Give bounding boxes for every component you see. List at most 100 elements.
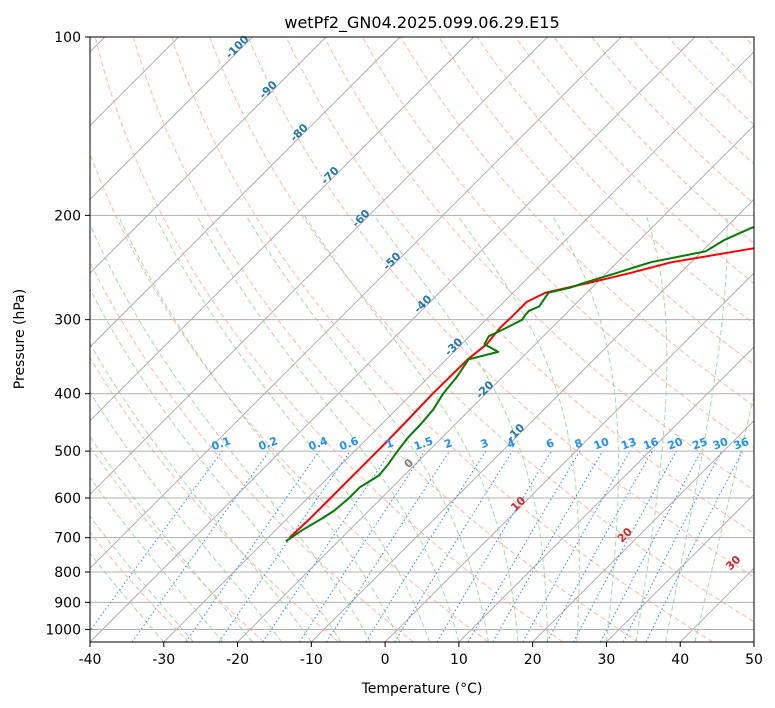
dry-adiabat-line <box>90 152 489 642</box>
mixing-ratio-label: 0.1 <box>210 434 233 453</box>
x-tick-label: 40 <box>671 652 689 668</box>
moist-adiabat-line <box>90 223 371 642</box>
mixing-ratio-line <box>325 450 450 642</box>
mixing-ratio-line <box>131 450 270 642</box>
dry-adiabat-line <box>209 37 754 623</box>
isotherm-line <box>90 37 696 642</box>
dry-adiabat-line <box>362 37 754 449</box>
mixing-ratio-line <box>394 450 513 642</box>
moist-adiabat-line <box>117 215 401 642</box>
mixing-ratio-label: 0.4 <box>307 434 330 453</box>
isotherm-label: -80 <box>288 121 311 144</box>
moist-adiabat-line <box>90 552 165 642</box>
x-tick-label: -40 <box>79 652 102 668</box>
plot-frame <box>89 36 755 643</box>
y-tick-label: 800 <box>54 565 81 581</box>
isotherm-line <box>90 37 622 569</box>
isotherm-label: -40 <box>411 292 434 315</box>
mixing-ratio-line <box>573 450 677 642</box>
moist-adiabat-line <box>456 215 580 642</box>
moist-adiabat-line <box>303 215 519 642</box>
mixing-ratio-line <box>365 450 487 642</box>
isotherm-line <box>90 37 253 201</box>
x-tick-label: -30 <box>152 652 175 668</box>
dry-adiabat-line <box>744 37 754 48</box>
mixing-ratio-line <box>467 450 581 642</box>
isotherm-line <box>90 37 327 274</box>
isotherm-label: -50 <box>380 249 403 272</box>
x-tick-label: -20 <box>226 652 249 668</box>
dry-adiabat-line <box>94 37 564 642</box>
y-tick-label: 100 <box>54 30 81 46</box>
mixing-ratio-label: 0.6 <box>338 434 361 453</box>
dry-adiabat-line <box>476 37 754 325</box>
dry-adiabat-label: 30 <box>723 553 743 573</box>
y-axis-label: Pressure (hPa) <box>12 289 28 389</box>
chart-title: wetPf2_GN04.2025.099.06.29.E15 <box>284 13 559 33</box>
isotherm-line <box>753 641 754 642</box>
mixing-ratio-label: 30 <box>711 435 730 453</box>
isotherm-label: -30 <box>442 335 465 358</box>
mixing-ratio-line <box>546 450 653 642</box>
mixing-ratio-label: 36 <box>732 435 751 453</box>
dry-adiabat-line <box>553 37 754 245</box>
x-tick-label: 30 <box>598 652 616 668</box>
y-tick-label: 300 <box>54 313 81 329</box>
moist-adiabat-line <box>373 215 548 642</box>
isotherm-line <box>163 51 754 642</box>
mixing-ratio-label: 8 <box>573 436 585 451</box>
mixing-ratio-label: 6 <box>544 436 556 451</box>
isotherm-line <box>384 272 754 642</box>
mixing-ratio-line <box>90 450 223 632</box>
mixing-ratio-label: 4 <box>505 436 517 451</box>
dry-adiabat-line <box>171 37 713 642</box>
mixing-ratio-line <box>492 450 604 642</box>
dry-adiabat-line <box>323 37 754 491</box>
mixing-ratio-line <box>218 450 351 642</box>
mixing-ratio-label: 1.5 <box>412 434 435 453</box>
mixing-ratio-line <box>185 450 320 642</box>
x-tick-label: 50 <box>745 652 763 668</box>
y-tick-label: 900 <box>54 595 81 611</box>
dry-adiabat-line <box>515 37 754 285</box>
isotherm-line <box>679 567 754 642</box>
y-tick-label: 500 <box>54 444 81 460</box>
mixing-ratio-line <box>622 450 723 642</box>
mixing-ratio-line <box>522 450 631 642</box>
axis-ticks: -40 -30 -20 -10 0 10 20 30 40 5010020030040050060… <box>45 30 763 668</box>
isotherm-line <box>90 37 475 422</box>
y-tick-label: 600 <box>54 491 81 507</box>
dry-adiabat-line <box>667 37 754 126</box>
moist-adiabat-line <box>154 215 430 642</box>
isotherm-label: -60 <box>349 207 372 230</box>
moist-adiabat-line <box>665 215 728 642</box>
x-tick-label: -10 <box>300 652 323 668</box>
y-tick-label: 200 <box>54 208 81 224</box>
dry-adiabat-line <box>400 37 754 407</box>
dry-adiabat-line <box>629 37 754 165</box>
mixing-ratio-label: 13 <box>619 435 638 452</box>
mixing-ratio-label: 0.2 <box>257 434 280 453</box>
dry-adiabat-label: 10 <box>508 494 528 514</box>
isotherm-label: -20 <box>473 378 496 401</box>
moist-adiabat-line <box>90 391 283 642</box>
x-tick-label: 10 <box>450 652 468 668</box>
dry-adiabat-line <box>90 356 339 642</box>
moist-adiabat-line <box>196 215 460 642</box>
isotherm-label: -70 <box>318 164 341 187</box>
moist-adiabat-line <box>90 515 194 642</box>
isotherm-line <box>532 419 754 642</box>
mixing-ratio-label: 2 <box>442 436 454 451</box>
dewpoint-profile-line <box>285 226 754 543</box>
mixing-ratio-line <box>299 450 426 642</box>
mixing-ratio-label: 16 <box>642 435 661 453</box>
moist-adiabat-line <box>635 215 668 642</box>
dry-adiabat-line <box>438 37 754 366</box>
background-lines <box>90 37 754 642</box>
mixing-ratio-label: 3 <box>479 436 491 451</box>
dry-adiabat-line <box>90 446 265 642</box>
isotherm-line <box>310 198 754 642</box>
dry-adiabat-line <box>132 37 639 642</box>
x-axis-label: Temperature (°C) <box>361 681 483 697</box>
x-tick-label: 0 <box>381 652 390 668</box>
